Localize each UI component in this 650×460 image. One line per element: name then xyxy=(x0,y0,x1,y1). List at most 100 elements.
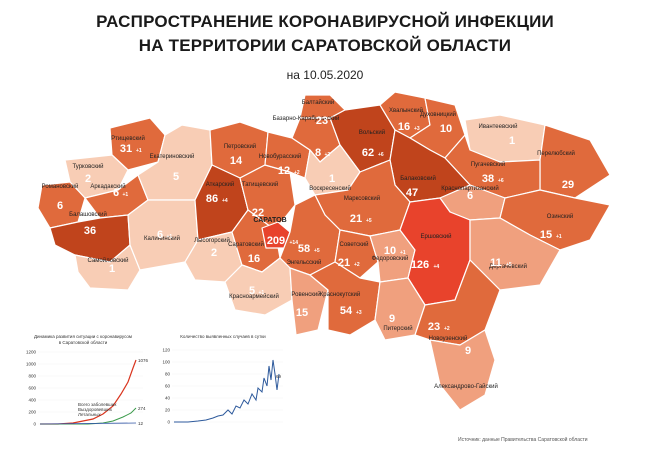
district-name-fedorovsky: Федоровский xyxy=(372,255,409,262)
district-change-bazarno: +2 xyxy=(325,152,331,158)
district-count-pugachevsky: 38 xyxy=(482,173,494,185)
district-name-pugachevsky: Пугачевский xyxy=(471,161,506,168)
district-name-lysogorsky: Лысогорский xyxy=(194,237,230,244)
chart1-legend-recovered: Выздоровевших xyxy=(78,407,113,412)
c2yt-tick: 40 xyxy=(165,396,171,401)
source-note: Источник: данные Правительства Саратовск… xyxy=(458,437,588,443)
district-name-novouzensky: Новоузенский xyxy=(429,335,468,342)
district-name-perelyubsky: Перелюбский xyxy=(537,150,575,157)
district-change-pugachevsky: +6 xyxy=(498,178,504,184)
district-name-romanovsky: Романовский xyxy=(42,183,79,190)
district-count-sovetsky: 21 xyxy=(338,257,350,269)
district-name-sovetsky: Советский xyxy=(340,241,369,248)
district-change-volsky: +6 xyxy=(378,152,384,158)
district-count-perelyubsky: 29 xyxy=(562,179,574,191)
district-name-saratovsky: Саратовский xyxy=(228,241,264,248)
district-name-marksovsky: Марксовский xyxy=(344,195,380,202)
district-change-dergachevsky: +5 xyxy=(506,262,512,268)
district-name-ivanteevsky: Ивантеевский xyxy=(479,123,518,130)
district-change-arkadaksky: +1 xyxy=(123,192,129,198)
district-count-samoylovsky: 1 xyxy=(109,263,115,275)
district-name-kalininsky: Калининский xyxy=(144,235,180,242)
page-title-line1: РАСПРОСТРАНЕНИЕ КОРОНАВИРУСНОЙ ИНФЕКЦИИ xyxy=(96,12,554,31)
district-name-pitersky: Питерский xyxy=(383,325,412,332)
district-change-khvalynsky: +3 xyxy=(414,126,420,132)
district-name-atkarsky: Аткарский xyxy=(206,181,234,188)
district-count-ozinsky: 15 xyxy=(540,229,552,241)
chart1-end-total: 1076 xyxy=(138,358,148,363)
district-count-ershovsky: 126 xyxy=(411,259,429,271)
c1yt-tick: 1000 xyxy=(26,362,37,367)
district-name-krasnokutsky: Краснокутский xyxy=(320,291,361,298)
district-count-krasnokutsky: 54 xyxy=(340,305,353,317)
district-name-petrovsky: Петровский xyxy=(224,143,256,150)
district-samoylovsky[interactable] xyxy=(74,244,141,291)
district-count-bazarno: 8 xyxy=(315,147,321,159)
district-name-krasnopartizansky: Краснопартизанский xyxy=(441,185,498,192)
district-count-balakovsky: 47 xyxy=(406,187,418,199)
district-name-ozinsky: Озинский xyxy=(547,213,573,220)
district-change-krasnokutsky: +3 xyxy=(356,310,362,316)
chart1-legend-total: Всего заболевших xyxy=(78,402,117,407)
district-aleksandrovo[interactable] xyxy=(429,329,496,411)
chart2-series-daily xyxy=(174,359,280,423)
district-count-petrovsky: 14 xyxy=(230,155,243,167)
district-count-kalininsky: 6 xyxy=(157,229,163,241)
district-name-balakovsky: Балаковский xyxy=(400,175,436,182)
district-change-marksovsky: +5 xyxy=(366,218,372,224)
district-change-kalininsky: +1 xyxy=(167,234,173,240)
district-name-dukhovnitsky: Духовницкий xyxy=(420,111,456,118)
district-change-novoburassky: +2 xyxy=(294,170,300,176)
district-name-bazarno: Базарно-Карабулакский xyxy=(273,115,340,122)
district-name-arkadaksky: Аркадакский xyxy=(90,183,125,190)
district-perelyubsky[interactable] xyxy=(539,124,611,199)
district-name-rovensky: Ровенский xyxy=(291,291,320,298)
district-count-aleksandrovo: 9 xyxy=(465,345,471,357)
district-count-krasnopartizansky: 6 xyxy=(467,190,473,202)
district-name-saratov: САРАТОВ xyxy=(253,217,286,224)
district-name-voskresensky: Воскресенский xyxy=(309,185,351,192)
chart1-legend-deaths: Летальных xyxy=(78,412,102,417)
district-count-dergachevsky: 11 xyxy=(490,257,502,269)
district-name-krasnoarmeysky: Красноармейский xyxy=(229,293,279,300)
c2yt-tick: 0 xyxy=(167,420,170,425)
district-count-khvalynsky: 16 xyxy=(398,121,410,133)
district-name-samoylovsky: Самойловский xyxy=(88,257,129,264)
district-count-novouzensky: 23 xyxy=(428,321,440,333)
district-change-rtishchevsky: +1 xyxy=(136,148,142,154)
c1yt-tick: 800 xyxy=(28,374,36,379)
district-count-rovensky: 15 xyxy=(296,307,308,319)
c2yt-tick: 20 xyxy=(165,408,171,413)
c2yt-tick: 60 xyxy=(165,384,171,389)
c2yt-tick: 120 xyxy=(162,348,170,353)
district-change-krasnoarmeysky: +1 xyxy=(259,290,265,296)
report-date: на 10.05.2020 xyxy=(286,68,364,82)
district-name-ershovsky: Ершовский xyxy=(421,233,452,240)
district-change-ozinsky: +1 xyxy=(556,234,562,240)
district-name-novoburassky: Новобурасский xyxy=(259,153,301,160)
chart1-series-recovered xyxy=(40,407,137,425)
chart1-end-deaths: 12 xyxy=(138,421,144,426)
chart2-end-label: 69 xyxy=(276,374,282,379)
district-baltaysky[interactable] xyxy=(299,94,346,119)
district-count-ekaterinovsky: 5 xyxy=(173,171,179,183)
district-name-engelssky: Энгельсский xyxy=(287,259,322,266)
district-count-ivanteevsky: 1 xyxy=(509,135,515,147)
c1yt-tick: 600 xyxy=(28,386,36,391)
district-count-atkarsky: 86 xyxy=(206,193,218,205)
c1yt-tick: 200 xyxy=(28,410,36,415)
district-change-sovetsky: +2 xyxy=(354,262,360,268)
district-count-dukhovnitsky: 10 xyxy=(440,123,452,135)
district-count-volsky: 62 xyxy=(362,147,374,159)
district-count-voskresensky: 1 xyxy=(329,173,335,185)
district-change-ershovsky: +4 xyxy=(434,264,440,270)
district-name-aleksandrovo: Александрово-Гайский xyxy=(434,383,498,390)
district-count-saratov: 209 xyxy=(267,235,285,247)
district-name-rtishchevsky: Ртищевский xyxy=(111,135,145,142)
district-count-lysogorsky: 2 xyxy=(211,247,217,259)
district-count-rtishchevsky: 31 xyxy=(120,143,132,155)
district-name-baltaysky: Балтайский xyxy=(302,99,334,106)
district-sovetsky[interactable] xyxy=(334,229,379,279)
district-count-pitersky: 9 xyxy=(389,313,395,325)
